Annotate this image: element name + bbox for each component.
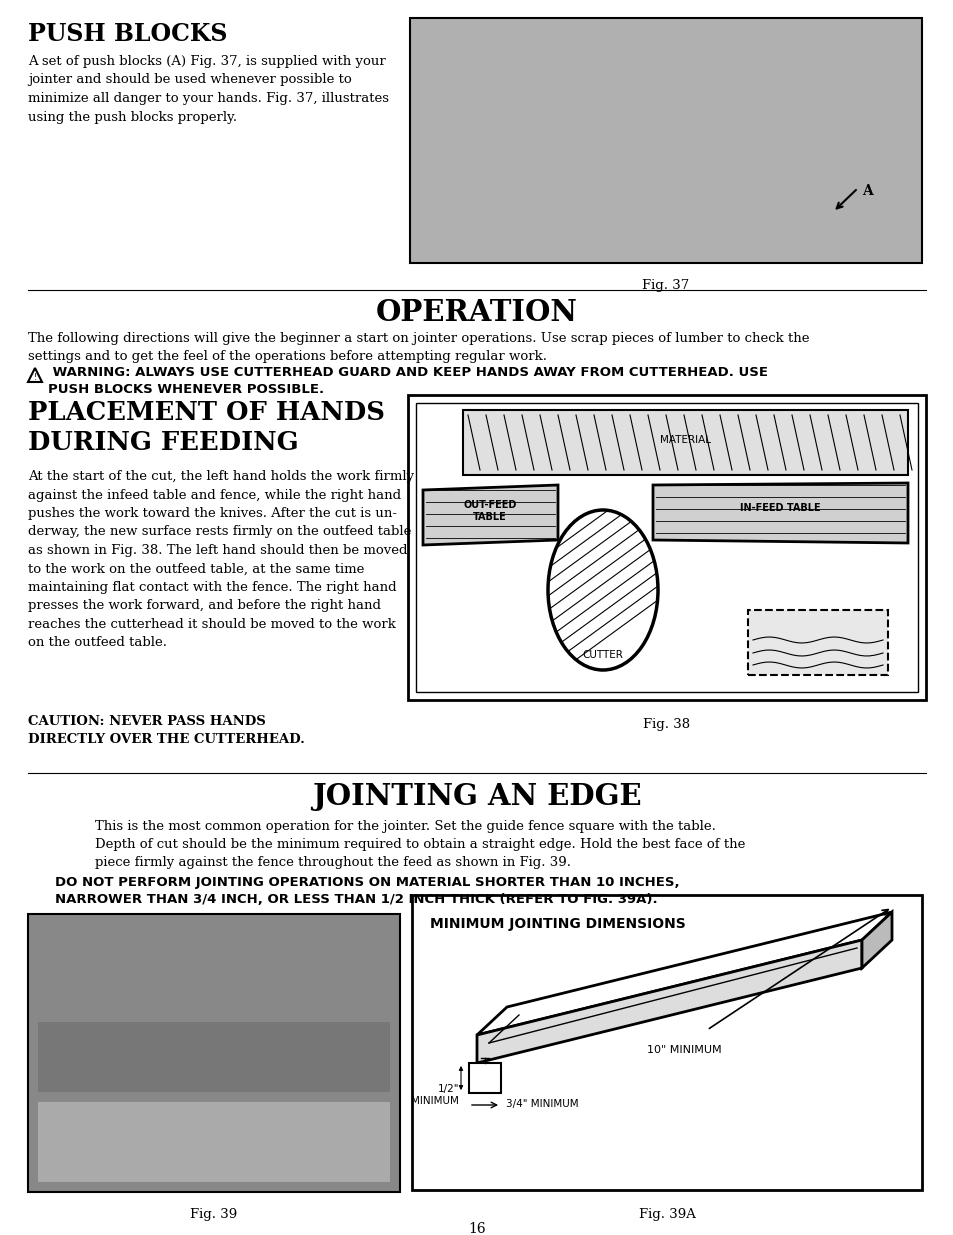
Text: MINIMUM JOINTING DIMENSIONS: MINIMUM JOINTING DIMENSIONS bbox=[430, 918, 685, 931]
Text: PUSH BLOCKS: PUSH BLOCKS bbox=[28, 22, 227, 46]
Text: DURING FEEDING: DURING FEEDING bbox=[28, 430, 298, 454]
Text: !: ! bbox=[33, 373, 36, 383]
Bar bbox=[408, 395, 925, 700]
Bar bbox=[416, 403, 917, 692]
Text: 1/2"
MINIMUM: 1/2" MINIMUM bbox=[411, 1084, 458, 1105]
Bar bbox=[28, 914, 399, 1192]
Text: 10" MINIMUM: 10" MINIMUM bbox=[646, 1045, 720, 1055]
Bar bbox=[38, 1102, 390, 1182]
Polygon shape bbox=[862, 911, 891, 968]
Bar bbox=[410, 19, 921, 263]
Polygon shape bbox=[422, 485, 558, 545]
Text: A set of push blocks (A) Fig. 37, is supplied with your
jointer and should be us: A set of push blocks (A) Fig. 37, is sup… bbox=[28, 56, 389, 124]
Text: WARNING: ALWAYS USE CUTTERHEAD GUARD AND KEEP HANDS AWAY FROM CUTTERHEAD. USE
PU: WARNING: ALWAYS USE CUTTERHEAD GUARD AND… bbox=[48, 366, 767, 396]
Bar bbox=[412, 895, 921, 1191]
Text: DIRECTLY OVER THE CUTTERHEAD.: DIRECTLY OVER THE CUTTERHEAD. bbox=[28, 734, 305, 746]
Polygon shape bbox=[652, 483, 907, 543]
Text: JOINTING AN EDGE: JOINTING AN EDGE bbox=[312, 782, 641, 811]
Text: IN-FEED TABLE: IN-FEED TABLE bbox=[739, 503, 820, 513]
Text: CAUTION: NEVER PASS HANDS: CAUTION: NEVER PASS HANDS bbox=[28, 715, 266, 727]
Text: Fig. 39: Fig. 39 bbox=[191, 1208, 237, 1221]
Text: 16: 16 bbox=[468, 1221, 485, 1235]
Text: DO NOT PERFORM JOINTING OPERATIONS ON MATERIAL SHORTER THAN 10 INCHES,
NARROWER : DO NOT PERFORM JOINTING OPERATIONS ON MA… bbox=[55, 876, 679, 906]
Text: Fig. 39A: Fig. 39A bbox=[638, 1208, 695, 1221]
Text: This is the most common operation for the jointer. Set the guide fence square wi: This is the most common operation for th… bbox=[95, 820, 744, 869]
Text: PLACEMENT OF HANDS: PLACEMENT OF HANDS bbox=[28, 400, 384, 425]
Text: MATERIAL: MATERIAL bbox=[659, 435, 710, 445]
Text: Fig. 38: Fig. 38 bbox=[642, 718, 690, 731]
Text: Fig. 37: Fig. 37 bbox=[641, 279, 689, 291]
Text: The following directions will give the beginner a start on jointer operations. U: The following directions will give the b… bbox=[28, 332, 809, 363]
Text: At the start of the cut, the left hand holds the work firmly
against the infeed : At the start of the cut, the left hand h… bbox=[28, 471, 414, 650]
Bar bbox=[38, 1023, 390, 1092]
Text: CUTTER: CUTTER bbox=[582, 650, 622, 659]
Text: OPERATION: OPERATION bbox=[375, 298, 578, 327]
Text: 3/4" MINIMUM: 3/4" MINIMUM bbox=[505, 1099, 578, 1109]
Bar bbox=[747, 610, 887, 676]
Polygon shape bbox=[476, 911, 891, 1035]
Ellipse shape bbox=[547, 510, 658, 671]
Text: OUT-FEED
TABLE: OUT-FEED TABLE bbox=[463, 500, 517, 522]
Bar bbox=[469, 1063, 500, 1093]
Bar bbox=[462, 410, 907, 475]
Text: A: A bbox=[862, 184, 872, 198]
Polygon shape bbox=[28, 368, 42, 382]
Polygon shape bbox=[476, 940, 862, 1063]
